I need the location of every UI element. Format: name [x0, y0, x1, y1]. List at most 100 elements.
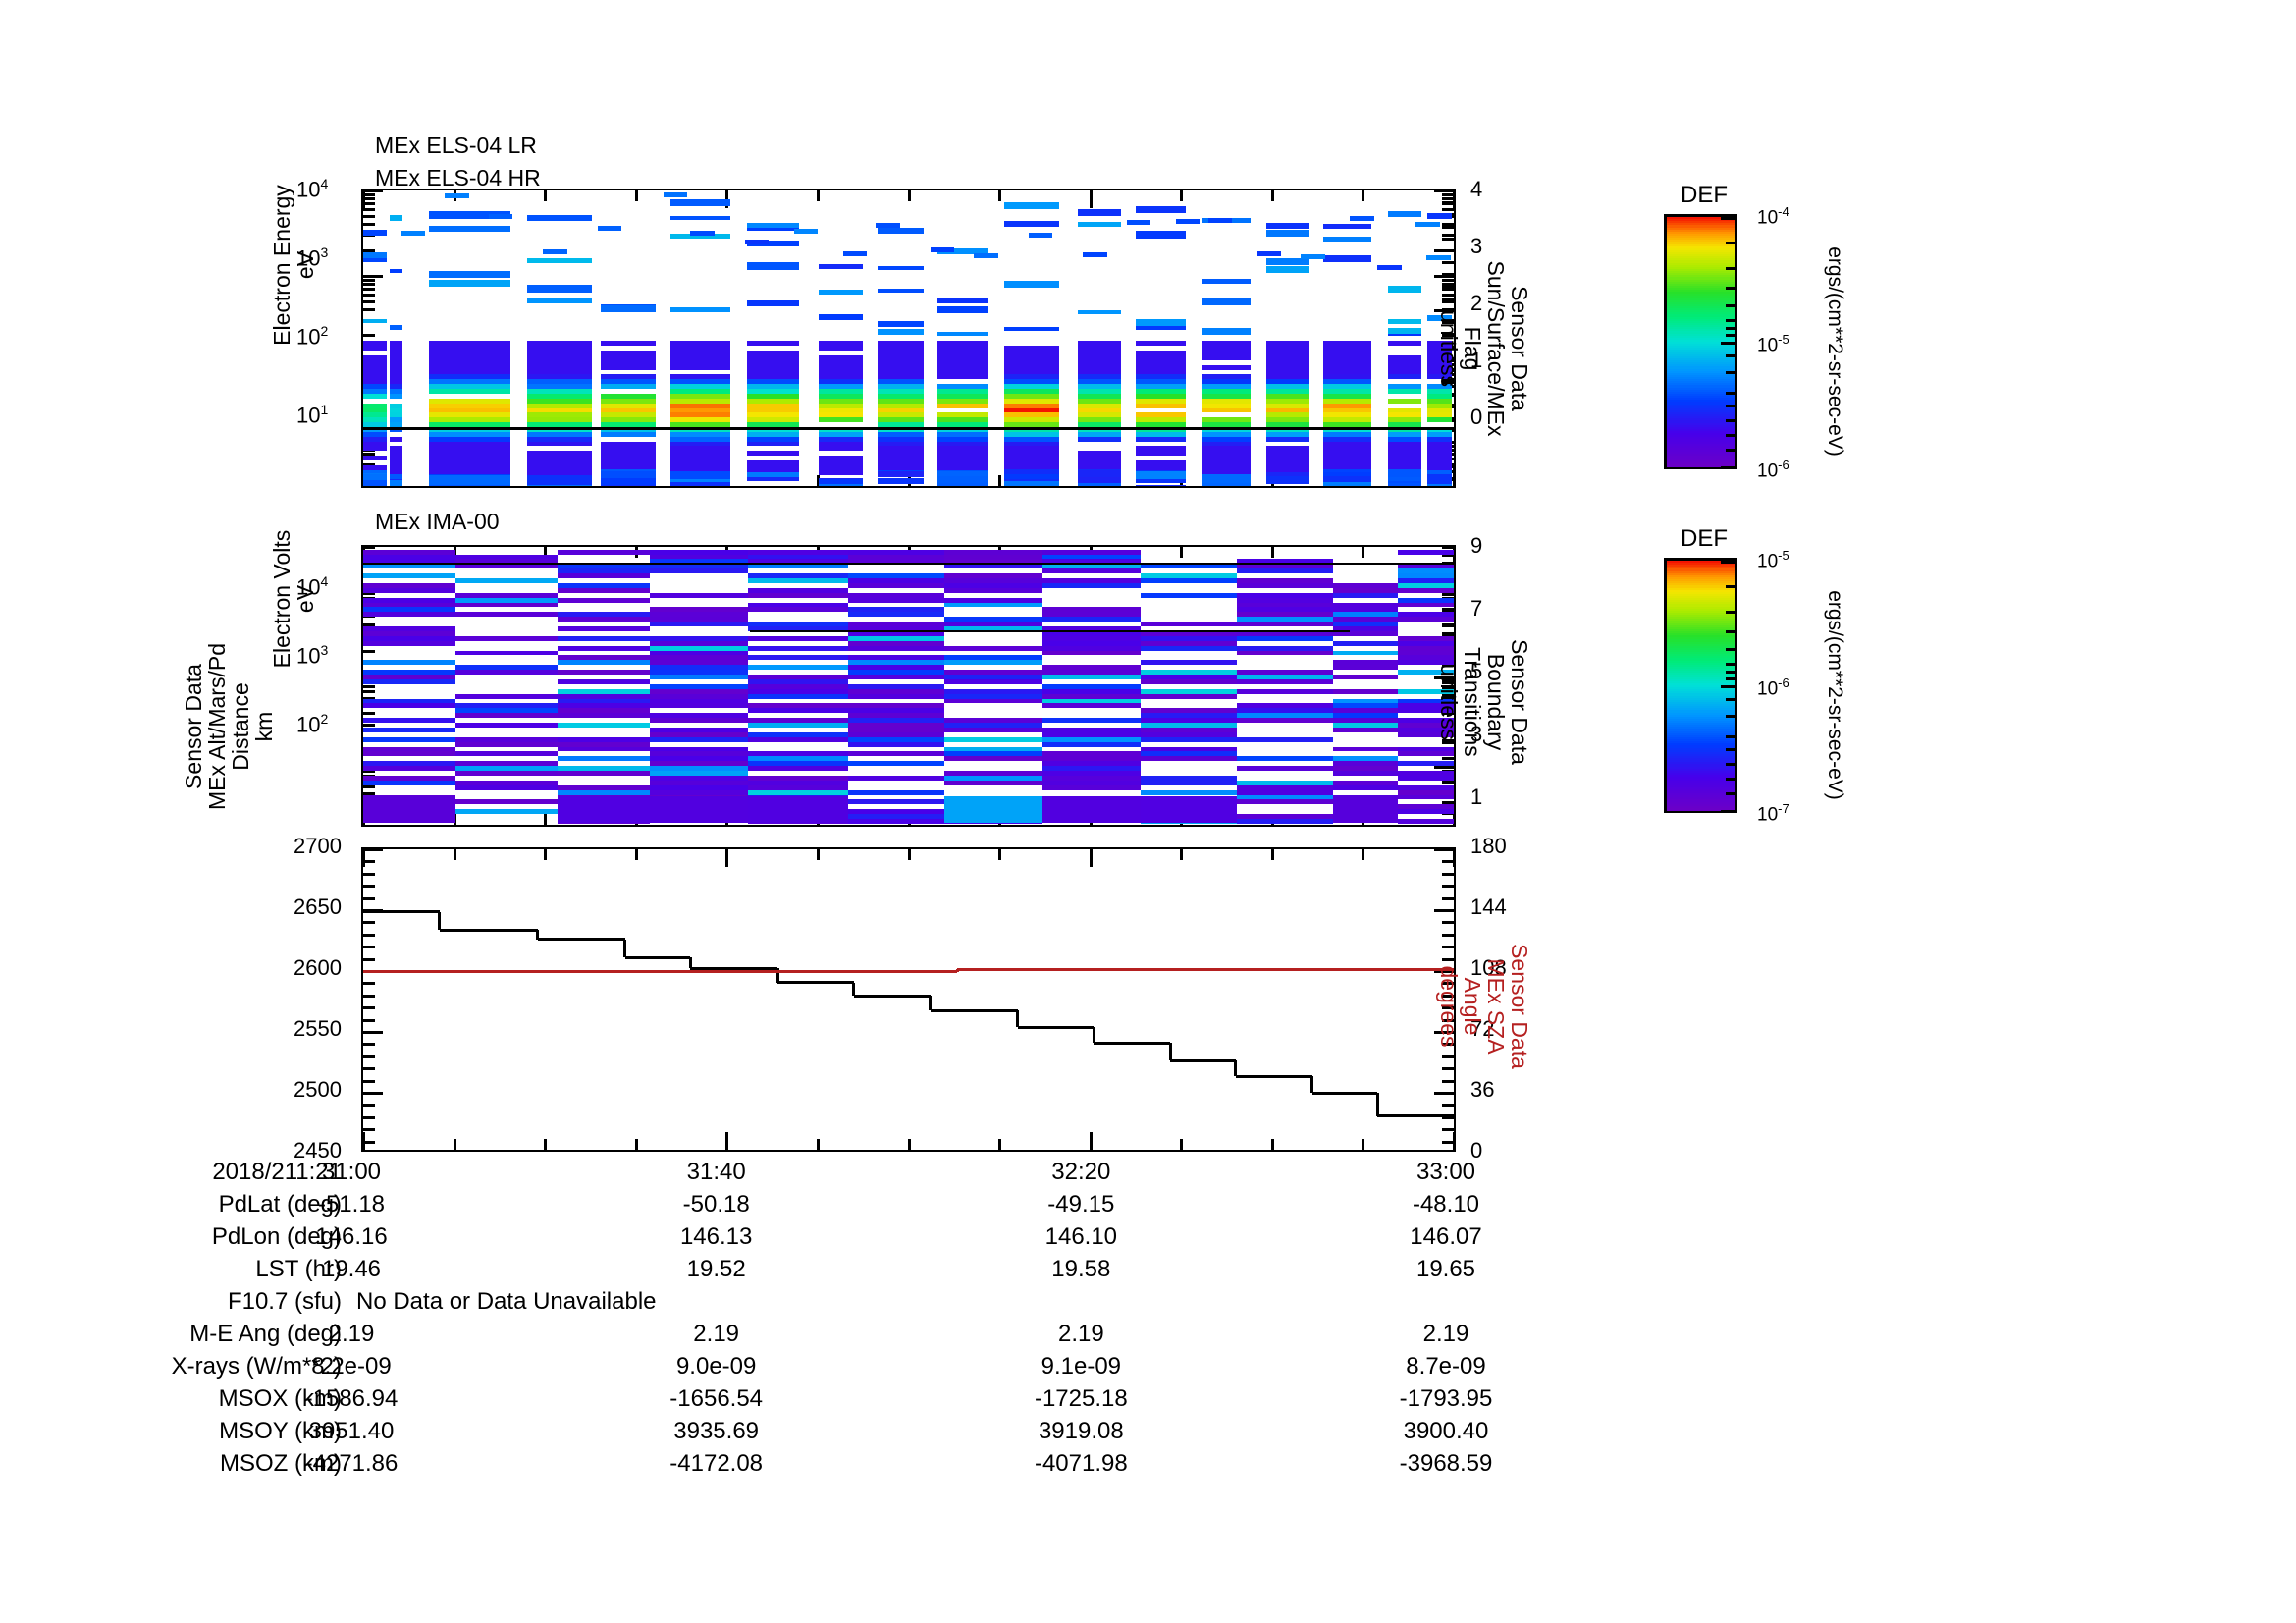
table-row: 2018/211:21 31:00 31:40 32:20 33:00 — [0, 1159, 1571, 1191]
table-cell: 31:00 — [321, 1159, 382, 1185]
table-row-label: PdLon (deg) — [211, 1223, 342, 1250]
altitude-step-segment — [1094, 1041, 1171, 1045]
p2-rlab-3: Transitions — [1459, 647, 1485, 757]
panel1-ylabel-left-line1: Electron Energy — [269, 185, 294, 346]
ima-spectrogram-panel — [361, 545, 1456, 827]
table-cell: 19.58 — [1051, 1256, 1111, 1282]
colorbar1-units: ergs/(cm**2-sr-sec-eV) — [1824, 246, 1846, 457]
table-cell: -51.18 — [317, 1191, 386, 1217]
table-row-label: MSOZ (km) — [220, 1450, 342, 1477]
boundary-transition-trace — [363, 562, 1454, 565]
table-cell: 146.10 — [1044, 1223, 1118, 1250]
altitude-sza-panel — [361, 847, 1456, 1152]
altitude-step-segment — [1377, 1114, 1454, 1118]
p3-ytick-2700: 2700 — [294, 834, 342, 858]
p2-ytick-1e3: 103 — [296, 642, 329, 669]
table-cell: 9.1e-09 — [1041, 1353, 1122, 1380]
table-row-label: F10.7 (sfu) — [227, 1288, 342, 1315]
altitude-step-segment — [1235, 1074, 1312, 1078]
p3-llab-1: Sensor Data — [181, 664, 206, 789]
p1-r-ytick-0: 0 — [1470, 405, 1483, 429]
p3-ytick-2650: 2650 — [294, 894, 342, 919]
panel1-ylabel-right: Sensor Data Sun/Surface/MEx Flag unitles… — [1435, 231, 1532, 466]
table-cell: 8.2e-09 — [311, 1353, 392, 1380]
table-row: PdLat (deg) -51.18 -50.18 -49.15 -48.10 — [0, 1191, 1571, 1223]
altitude-step-riser — [852, 982, 856, 997]
p3-ytick-2450: 2450 — [294, 1138, 342, 1163]
p2-r-ytick-3: 3 — [1470, 722, 1483, 746]
table-cell: -4271.86 — [304, 1450, 399, 1477]
els-spectrogram-panel — [361, 189, 1456, 488]
table-cell: 19.46 — [321, 1256, 382, 1282]
table-cell: 33:00 — [1415, 1159, 1476, 1185]
altitude-step-riser — [1310, 1076, 1314, 1094]
boundary-transition-trace-2 — [750, 629, 1351, 632]
altitude-step-segment — [363, 910, 440, 914]
altitude-step-segment — [624, 955, 691, 959]
table-cell: -50.18 — [682, 1191, 750, 1217]
table-cell: 146.16 — [315, 1223, 388, 1250]
panel1-ylabel-left: Electron Energy eV — [269, 118, 319, 412]
table-cell: -1656.54 — [669, 1385, 764, 1412]
table-cell: 3935.69 — [673, 1418, 760, 1444]
p3-ytick-2500: 2500 — [294, 1077, 342, 1102]
table-cell: 3951.40 — [308, 1418, 395, 1444]
table-cell: -3968.59 — [1399, 1450, 1493, 1477]
p1-rlab-4: unitless — [1435, 310, 1462, 387]
table-cell: -1725.18 — [1034, 1385, 1128, 1412]
table-row-label: M-E Ang (deg) — [189, 1321, 342, 1347]
colorbar2-title: DEF — [1681, 525, 1728, 552]
colorbar1-mid-label: 10-5 — [1757, 332, 1789, 356]
table-cell: 19.52 — [686, 1256, 746, 1282]
table-cell: -1793.95 — [1399, 1385, 1493, 1412]
p3-r-ytick-108: 108 — [1470, 955, 1507, 980]
altitude-step-segment — [1311, 1091, 1378, 1095]
table-cell: 2.19 — [693, 1321, 740, 1347]
p3-ytick-2550: 2550 — [294, 1016, 342, 1041]
panel1-title-hr: MEx ELS-04 HR — [375, 165, 541, 190]
p3-rlab-1: Sensor Data — [1507, 944, 1532, 1069]
table-cell: -4172.08 — [669, 1450, 764, 1477]
p1-ytick-1e3: 103 — [296, 244, 329, 271]
p2-r-ytick-9: 9 — [1470, 533, 1483, 558]
table-row-label: PdLat (deg) — [218, 1191, 342, 1217]
altitude-step-segment — [690, 966, 778, 970]
colorbar1-title: DEF — [1681, 182, 1728, 208]
p3-rlab-3: Angle — [1459, 977, 1485, 1036]
table-row: M-E Ang (deg) 2.19 2.19 2.19 2.19 — [0, 1321, 1571, 1353]
p2-ytick-1e2: 102 — [296, 711, 329, 737]
table-cell: 2.19 — [1057, 1321, 1104, 1347]
colorbar1-bottom-label: 10-6 — [1757, 458, 1789, 482]
altitude-step-segment — [439, 928, 538, 932]
p2-ytick-1e4: 104 — [296, 573, 329, 600]
table-row: MSOY (km) 3951.40 3935.69 3919.08 3900.40 — [0, 1418, 1571, 1450]
p1-r-ytick-3: 3 — [1470, 234, 1483, 258]
colorbar2-units: ergs/(cm**2-sr-sec-eV) — [1824, 590, 1846, 800]
p1-rlab-1: Sensor Data — [1507, 286, 1532, 411]
table-cell: 32:20 — [1051, 1159, 1111, 1185]
panel1-ylabel-left-line2: eV — [293, 250, 319, 280]
p3-r-ytick-36: 36 — [1470, 1077, 1495, 1102]
p3-llab-3: Distance — [228, 682, 254, 771]
sza-line-segment — [363, 970, 958, 974]
table-row: MSOX (km) -1586.94 -1656.54 -1725.18 -1793.9… — [0, 1385, 1571, 1418]
p1-rlab-3: Flag — [1459, 326, 1485, 371]
altitude-step-riser — [929, 996, 933, 1010]
table-row: F10.7 (sfu) No Data or Data Unavailable — [0, 1288, 1571, 1321]
p3-rlab-2: MEx SZA — [1482, 958, 1509, 1055]
p1-ytick-1e1: 101 — [296, 402, 329, 428]
table-cell: 9.0e-09 — [675, 1353, 757, 1380]
table-row-label: MSOY (km) — [219, 1418, 342, 1444]
table-cell: -49.15 — [1047, 1191, 1115, 1217]
p1-ytick-1e4: 104 — [296, 176, 329, 202]
p1-r-ytick-4: 4 — [1470, 177, 1483, 201]
table-cell: 146.13 — [679, 1223, 753, 1250]
colorbar1 — [1664, 214, 1737, 469]
panel2-title: MEx IMA-00 — [375, 509, 500, 534]
table-cell: 2.19 — [1422, 1321, 1469, 1347]
colorbar2-top-label: 10-5 — [1757, 548, 1789, 572]
table-row-label: LST (hr) — [255, 1256, 342, 1282]
altitude-step-riser — [1092, 1027, 1095, 1044]
table-row: MSOZ (km) -4271.86 -4172.08 -4071.98 -3968.5… — [0, 1450, 1571, 1483]
p2-r-ytick-7: 7 — [1470, 596, 1483, 621]
